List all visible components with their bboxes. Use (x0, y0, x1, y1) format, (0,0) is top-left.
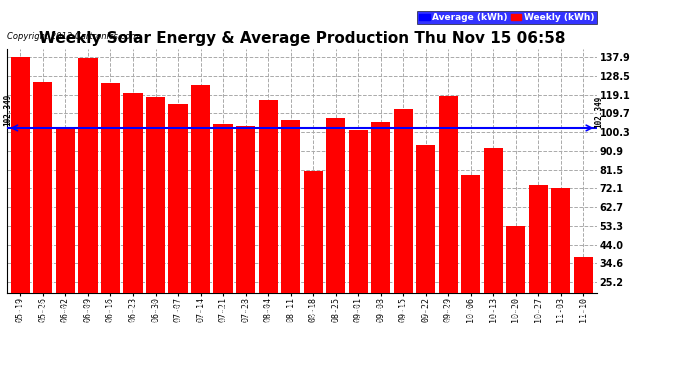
Bar (213, 124, 233, 333)
Text: 137.268: 137.268 (85, 300, 91, 330)
Text: 118.530: 118.530 (445, 300, 451, 330)
Legend: Average (kWh), Weekly (kWh): Average (kWh), Weekly (kWh) (417, 11, 597, 24)
Text: 92.112: 92.112 (491, 304, 496, 330)
Text: 125.603: 125.603 (40, 300, 46, 330)
Bar (439, 96, 457, 333)
Text: 37.668: 37.668 (580, 304, 586, 330)
Bar (281, 120, 300, 333)
Text: 123.650: 123.650 (197, 300, 204, 330)
Bar (56, 128, 75, 333)
Text: 78.647: 78.647 (468, 304, 474, 330)
Text: 72.320: 72.320 (558, 304, 564, 330)
Bar (259, 100, 277, 333)
Title: Weekly Solar Energy & Average Production Thu Nov 15 06:58: Weekly Solar Energy & Average Production… (39, 31, 565, 46)
Bar (101, 82, 120, 333)
Text: 116.267: 116.267 (265, 300, 271, 330)
Text: 104.545: 104.545 (220, 300, 226, 330)
Bar (371, 122, 391, 333)
Bar (11, 57, 30, 333)
Text: 125.095: 125.095 (108, 300, 113, 330)
Text: 118.019: 118.019 (152, 300, 159, 330)
Text: 74.038: 74.038 (535, 304, 542, 330)
Text: 53.056: 53.056 (513, 304, 519, 330)
Bar (574, 257, 593, 333)
Text: Copyright 2012 Cartronics.com: Copyright 2012 Cartronics.com (7, 32, 138, 41)
Bar (529, 184, 548, 333)
Text: 102.517: 102.517 (62, 300, 68, 330)
Bar (326, 118, 345, 333)
Bar (33, 81, 52, 333)
Text: 114.336: 114.336 (175, 300, 181, 330)
Bar (79, 58, 97, 333)
Text: 80.934: 80.934 (310, 304, 316, 330)
Bar (191, 86, 210, 333)
Text: 102.349: 102.349 (594, 96, 603, 128)
Text: 137.902: 137.902 (17, 300, 23, 330)
Bar (236, 126, 255, 333)
Bar (348, 130, 368, 333)
Bar (146, 97, 165, 333)
Bar (416, 145, 435, 333)
Text: 107.125: 107.125 (333, 300, 339, 330)
Text: 103.503: 103.503 (243, 300, 248, 330)
Bar (461, 176, 480, 333)
Bar (124, 93, 143, 333)
Bar (506, 226, 525, 333)
Text: 105.493: 105.493 (377, 300, 384, 330)
Bar (393, 109, 413, 333)
Text: 120.094: 120.094 (130, 300, 136, 330)
Bar (484, 148, 503, 333)
Text: 93.764: 93.764 (423, 304, 428, 330)
Bar (304, 171, 323, 333)
Text: 111.984: 111.984 (400, 300, 406, 330)
Text: 101.209: 101.209 (355, 300, 361, 330)
Bar (168, 104, 188, 333)
Text: 106.465: 106.465 (288, 300, 294, 330)
Text: 102.349: 102.349 (3, 94, 12, 126)
Bar (551, 188, 571, 333)
